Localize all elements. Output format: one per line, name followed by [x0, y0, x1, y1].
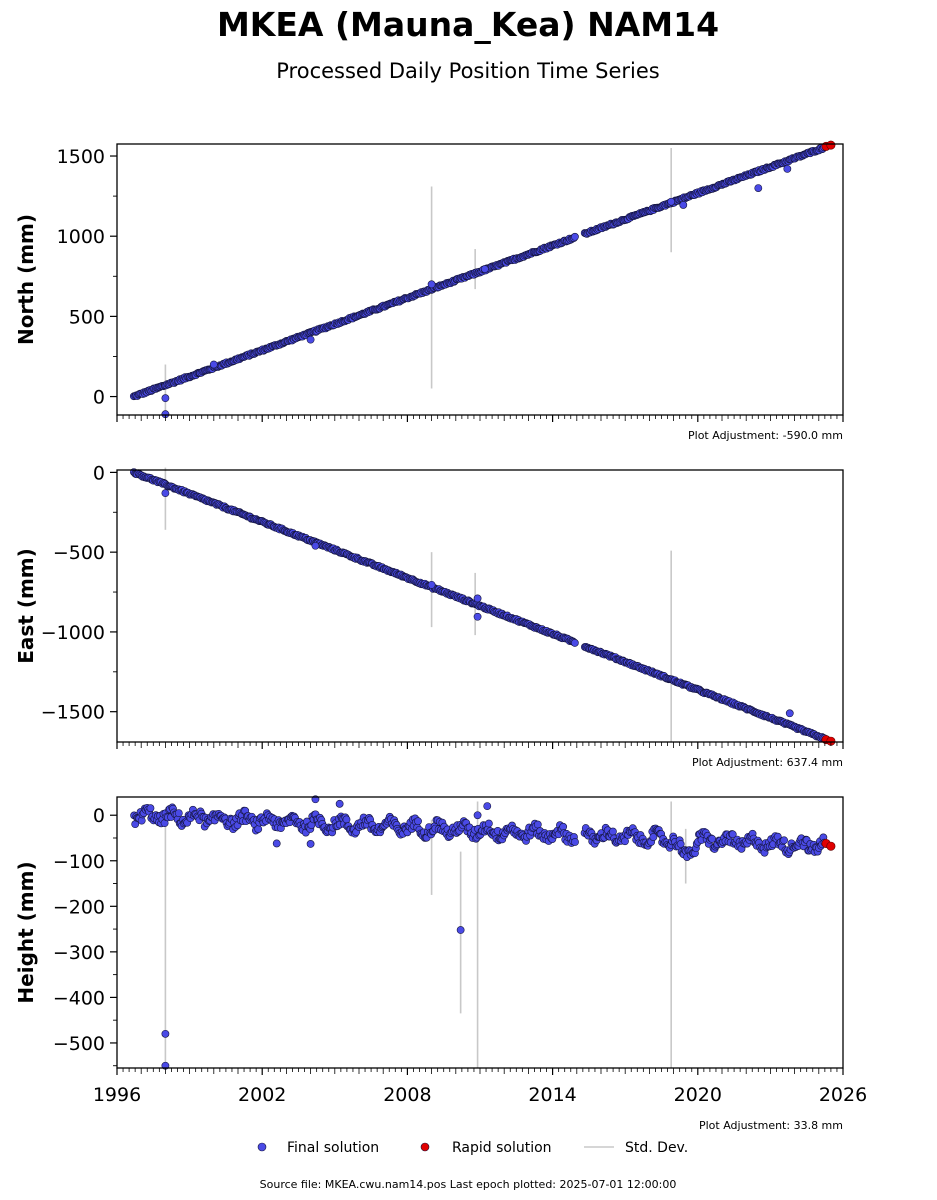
legend-std-label: Std. Dev. — [625, 1140, 688, 1156]
final-solution-outlier — [473, 594, 482, 603]
legend-final-marker — [257, 1142, 267, 1152]
y-tick-label: 1500 — [57, 146, 105, 168]
final-solution-point — [533, 820, 542, 829]
final-solution-outlier — [311, 541, 320, 550]
final-solution-point — [676, 840, 685, 848]
final-solution-outlier — [272, 839, 281, 848]
final-solution-outlier — [667, 197, 676, 206]
plot-frame — [116, 143, 844, 416]
panel-1: 0 −500 −1000 −1500 East (mm) Plot Adjustment:… — [14, 462, 844, 769]
final-solution-point — [649, 833, 658, 841]
y-tick-label: 0 — [93, 387, 105, 409]
final-solution-outlier — [473, 612, 482, 621]
final-solution-outlier — [306, 840, 315, 848]
final-solution-outlier — [306, 335, 315, 344]
final-solution-point — [571, 838, 579, 846]
final-solution-outlier — [161, 394, 170, 403]
final-solution-outlier — [783, 164, 792, 173]
final-solution-outlier — [679, 201, 688, 209]
panel-0: 0 500 1000 1500 North (mm) Plot Adjustment: -… — [14, 140, 844, 442]
y-axis-label: East (mm) — [14, 548, 38, 664]
figure-title: MKEA (Mauna_Kea) NAM14 — [217, 5, 719, 44]
final-solution-outlier — [161, 489, 170, 498]
final-solution-point — [174, 809, 183, 818]
y-tick-label: 500 — [69, 306, 105, 328]
x-tick-label: 2008 — [383, 1084, 431, 1106]
y-tick-label: −1000 — [41, 622, 105, 644]
legend: Final solution Rapid solution Std. Dev. — [257, 1140, 688, 1156]
final-solution-outlier — [427, 580, 436, 589]
final-solution-outlier — [754, 184, 763, 192]
final-solution-outlier — [785, 709, 794, 718]
x-tick-label: 2014 — [528, 1084, 576, 1106]
footer-source: Source file: MKEA.cwu.nam14.pos Last epo… — [260, 1178, 677, 1191]
rapid-solution-point — [826, 140, 836, 150]
final-solution-point — [708, 834, 717, 843]
final-solution-point — [621, 837, 629, 846]
plot-adjustment-note: Plot Adjustment: -590.0 mm — [688, 429, 843, 442]
y-axis-label: North (mm) — [14, 214, 38, 345]
final-solution-point — [571, 232, 579, 241]
final-solution-outlier — [335, 799, 344, 808]
y-tick-label: −400 — [53, 987, 105, 1009]
final-solution-outlier — [483, 802, 492, 811]
final-solution-point — [780, 836, 788, 845]
final-solution-outlier — [480, 265, 489, 273]
y-tick-label: −100 — [53, 851, 105, 873]
final-solution-outlier — [456, 926, 465, 934]
rapid-solution-point — [826, 841, 836, 851]
final-solution-point — [728, 830, 737, 839]
legend-rapid-label: Rapid solution — [452, 1140, 552, 1156]
y-axis-label: Height (mm) — [14, 861, 38, 1003]
final-solution-outlier — [209, 360, 218, 369]
x-tick-label: 2026 — [819, 1084, 867, 1106]
final-solution-point — [414, 817, 422, 826]
panel-2: 0 −100 −200 −300 −400 −500 Height (mm) Plot Adj… — [14, 795, 867, 1132]
final-solution-point — [559, 822, 568, 831]
plot-adjustment-note: Plot Adjustment: 33.8 mm — [699, 1119, 843, 1132]
y-tick-label: −200 — [53, 896, 105, 918]
final-solution-point — [342, 815, 351, 824]
x-tick-label: 1996 — [93, 1084, 141, 1106]
x-tick-label: 2002 — [238, 1084, 286, 1106]
y-tick-label: 1000 — [57, 226, 105, 248]
final-solution-point — [484, 819, 493, 828]
final-solution-point — [146, 804, 155, 813]
y-tick-label: −300 — [53, 942, 105, 964]
y-tick-label: 0 — [93, 462, 105, 484]
x-tick-label: 2020 — [674, 1084, 722, 1106]
y-tick-label: −500 — [53, 542, 105, 564]
y-tick-label: −1500 — [41, 702, 105, 724]
figure-subtitle: Processed Daily Position Time Series — [276, 59, 660, 83]
final-solution-point — [254, 825, 263, 833]
y-tick-label: 0 — [93, 805, 105, 827]
final-solution-point — [570, 639, 579, 647]
final-solution-point — [609, 827, 617, 836]
panels: 0 500 1000 1500 North (mm) Plot Adjustment: -… — [14, 140, 867, 1132]
plot-adjustment-note: Plot Adjustment: 637.4 mm — [692, 756, 843, 769]
final-solution-outlier — [427, 280, 436, 289]
legend-rapid-marker — [420, 1142, 430, 1152]
legend-final-label: Final solution — [287, 1140, 379, 1156]
final-solution-outlier — [161, 1029, 170, 1038]
y-tick-label: −500 — [53, 1033, 105, 1055]
final-solution-outlier — [473, 811, 482, 820]
